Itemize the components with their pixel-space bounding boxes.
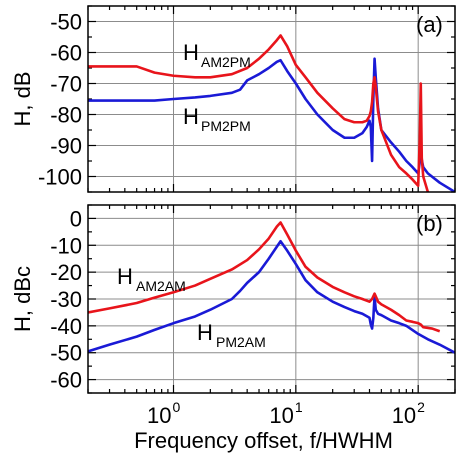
plot-frame [87,204,456,394]
y-tick-label: -100 [38,165,82,190]
y-tick-label: -50 [50,10,82,35]
y-tick-label: -90 [50,134,82,159]
x-axis-title: Frequency offset, f/HWHM [134,428,393,453]
y-tick-label: -30 [50,287,82,312]
y-tick-label: -10 [50,233,82,258]
y-tick-label: 0 [70,206,82,231]
series-line-hpm2pm [88,57,455,192]
x-tick-label-exp: 2 [417,399,425,415]
y-tick-label: -50 [50,341,82,366]
x-tick-label-base: 10 [392,403,416,428]
series-group [88,221,455,354]
x-tick-label-base: 10 [269,403,293,428]
y-tick-label: -60 [50,41,82,66]
grid [88,6,455,192]
series-label-main: H [183,40,199,65]
axis-ticks [87,5,456,193]
series-label-main: H [197,320,213,345]
y-tick-label: -70 [50,72,82,97]
y-tick-label: -20 [50,260,82,285]
series-line-ham2am [88,221,441,333]
series-line-ham2pm [88,34,431,192]
y-axis-title: H, dB [10,71,35,126]
y-tick-labels: 0-10-20-30-40-50-60 [50,206,82,392]
y-axis-title: H, dBc [10,266,35,332]
panel-label: (a) [416,12,443,37]
series-label-main: H [183,104,199,129]
series-label-main: H [117,264,133,289]
series-label-sub: AM2PM [201,54,251,70]
x-tick-label-exp: 1 [295,399,303,415]
series-line-hpm2am [88,239,455,354]
plot-frame [87,5,456,193]
series-label-sub: PM2PM [201,118,251,134]
series-label-sub: AM2AM [136,278,186,294]
series-group [88,34,455,192]
y-tick-label: -60 [50,368,82,393]
x-tick-labels: 10 0 10 1 10 2 [147,399,425,428]
x-tick-label-exp: 0 [173,399,181,415]
grid [88,205,455,393]
y-tick-label: -80 [50,103,82,128]
x-tick-label-base: 10 [147,403,171,428]
y-tick-labels: -50 -60 -70 -80 -90 -100 [38,10,82,190]
series-label-sub: PM2AM [216,334,266,350]
panel-label: (b) [416,211,443,236]
y-tick-label: -40 [50,314,82,339]
